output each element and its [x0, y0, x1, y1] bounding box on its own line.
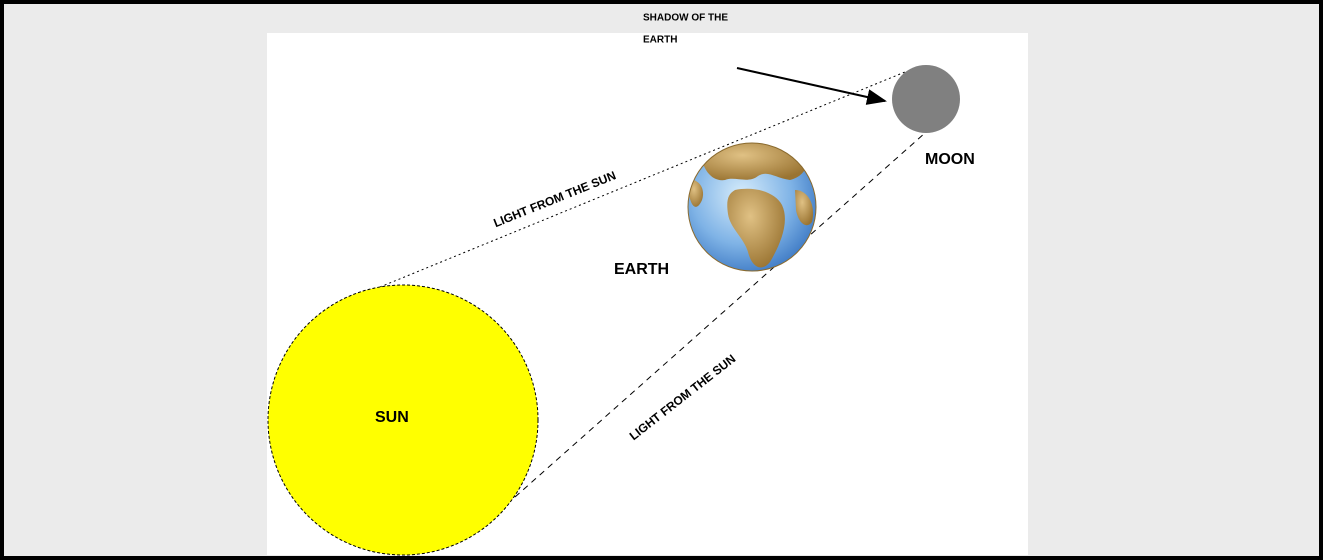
moon-label: MOON [925, 151, 975, 168]
sun [267, 284, 539, 556]
light-ray [514, 132, 926, 498]
earth-label: EARTH [614, 261, 669, 278]
shadow-label: EARTH [643, 35, 677, 46]
sun-label: SUN [375, 409, 409, 426]
shadow-label: SHADOW OF THE [643, 13, 728, 24]
shadow-arrow [736, 67, 887, 105]
earth [687, 142, 817, 272]
moon [892, 65, 960, 133]
